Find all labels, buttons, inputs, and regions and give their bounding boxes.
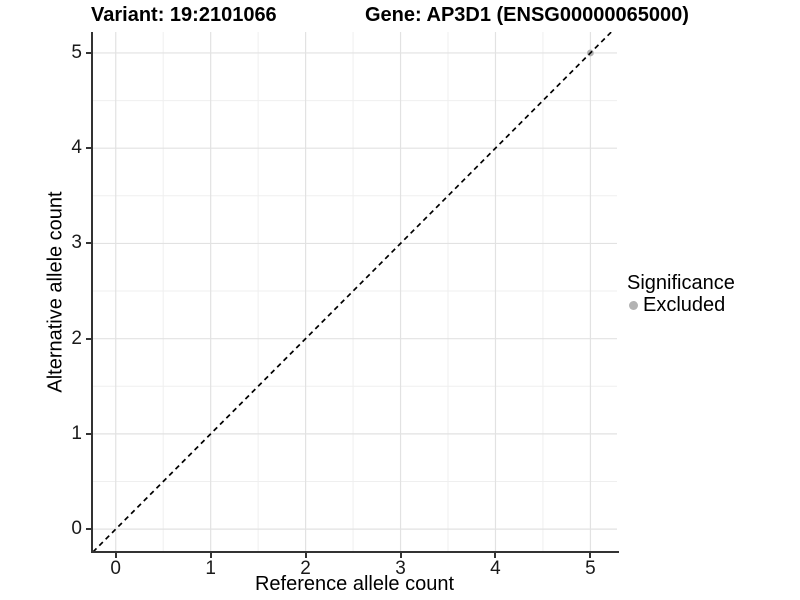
plot-panel bbox=[92, 32, 617, 552]
legend-item-excluded: Excluded bbox=[627, 295, 735, 315]
y-tick-label: 2 bbox=[71, 327, 82, 349]
y-tick-label: 5 bbox=[71, 41, 82, 63]
variant-title: Variant: 19:2101066 bbox=[91, 4, 277, 26]
legend: Significance Excluded bbox=[627, 272, 735, 316]
y-tick-mark bbox=[86, 432, 91, 435]
x-tick-label: 2 bbox=[300, 558, 311, 579]
x-tick-mark bbox=[114, 553, 117, 558]
y-axis-title: Alternative allele count bbox=[44, 191, 67, 393]
excluded-point-icon bbox=[629, 300, 638, 310]
y-tick-label: 1 bbox=[71, 422, 82, 444]
x-tick-label: 0 bbox=[110, 558, 121, 579]
y-tick-mark bbox=[86, 528, 91, 531]
plot-canvas bbox=[92, 32, 617, 552]
y-tick-mark bbox=[86, 147, 91, 150]
x-tick-mark bbox=[589, 553, 592, 558]
x-tick-label: 5 bbox=[585, 558, 596, 579]
legend-item-label: Excluded bbox=[643, 294, 726, 316]
y-tick-label: 4 bbox=[71, 137, 82, 159]
y-tick-mark bbox=[86, 242, 91, 245]
x-tick-label: 1 bbox=[205, 558, 216, 579]
y-tick-label: 0 bbox=[71, 518, 82, 540]
x-tick-mark bbox=[399, 553, 402, 558]
identity-reference-line bbox=[92, 32, 612, 552]
x-tick-mark bbox=[494, 553, 497, 558]
x-axis-title: Reference allele count bbox=[254, 573, 454, 595]
legend-title: Significance bbox=[627, 272, 735, 294]
y-tick-mark bbox=[86, 337, 91, 340]
gene-title: Gene: AP3D1 (ENSG00000065000) bbox=[365, 4, 689, 26]
x-tick-mark bbox=[304, 553, 307, 558]
x-tick-mark bbox=[209, 553, 212, 558]
x-tick-label: 3 bbox=[395, 558, 406, 579]
y-tick-label: 3 bbox=[71, 232, 82, 254]
y-tick-mark bbox=[86, 51, 91, 54]
x-axis-line bbox=[91, 551, 619, 553]
y-axis-line bbox=[91, 32, 93, 553]
x-tick-label: 4 bbox=[490, 558, 501, 579]
